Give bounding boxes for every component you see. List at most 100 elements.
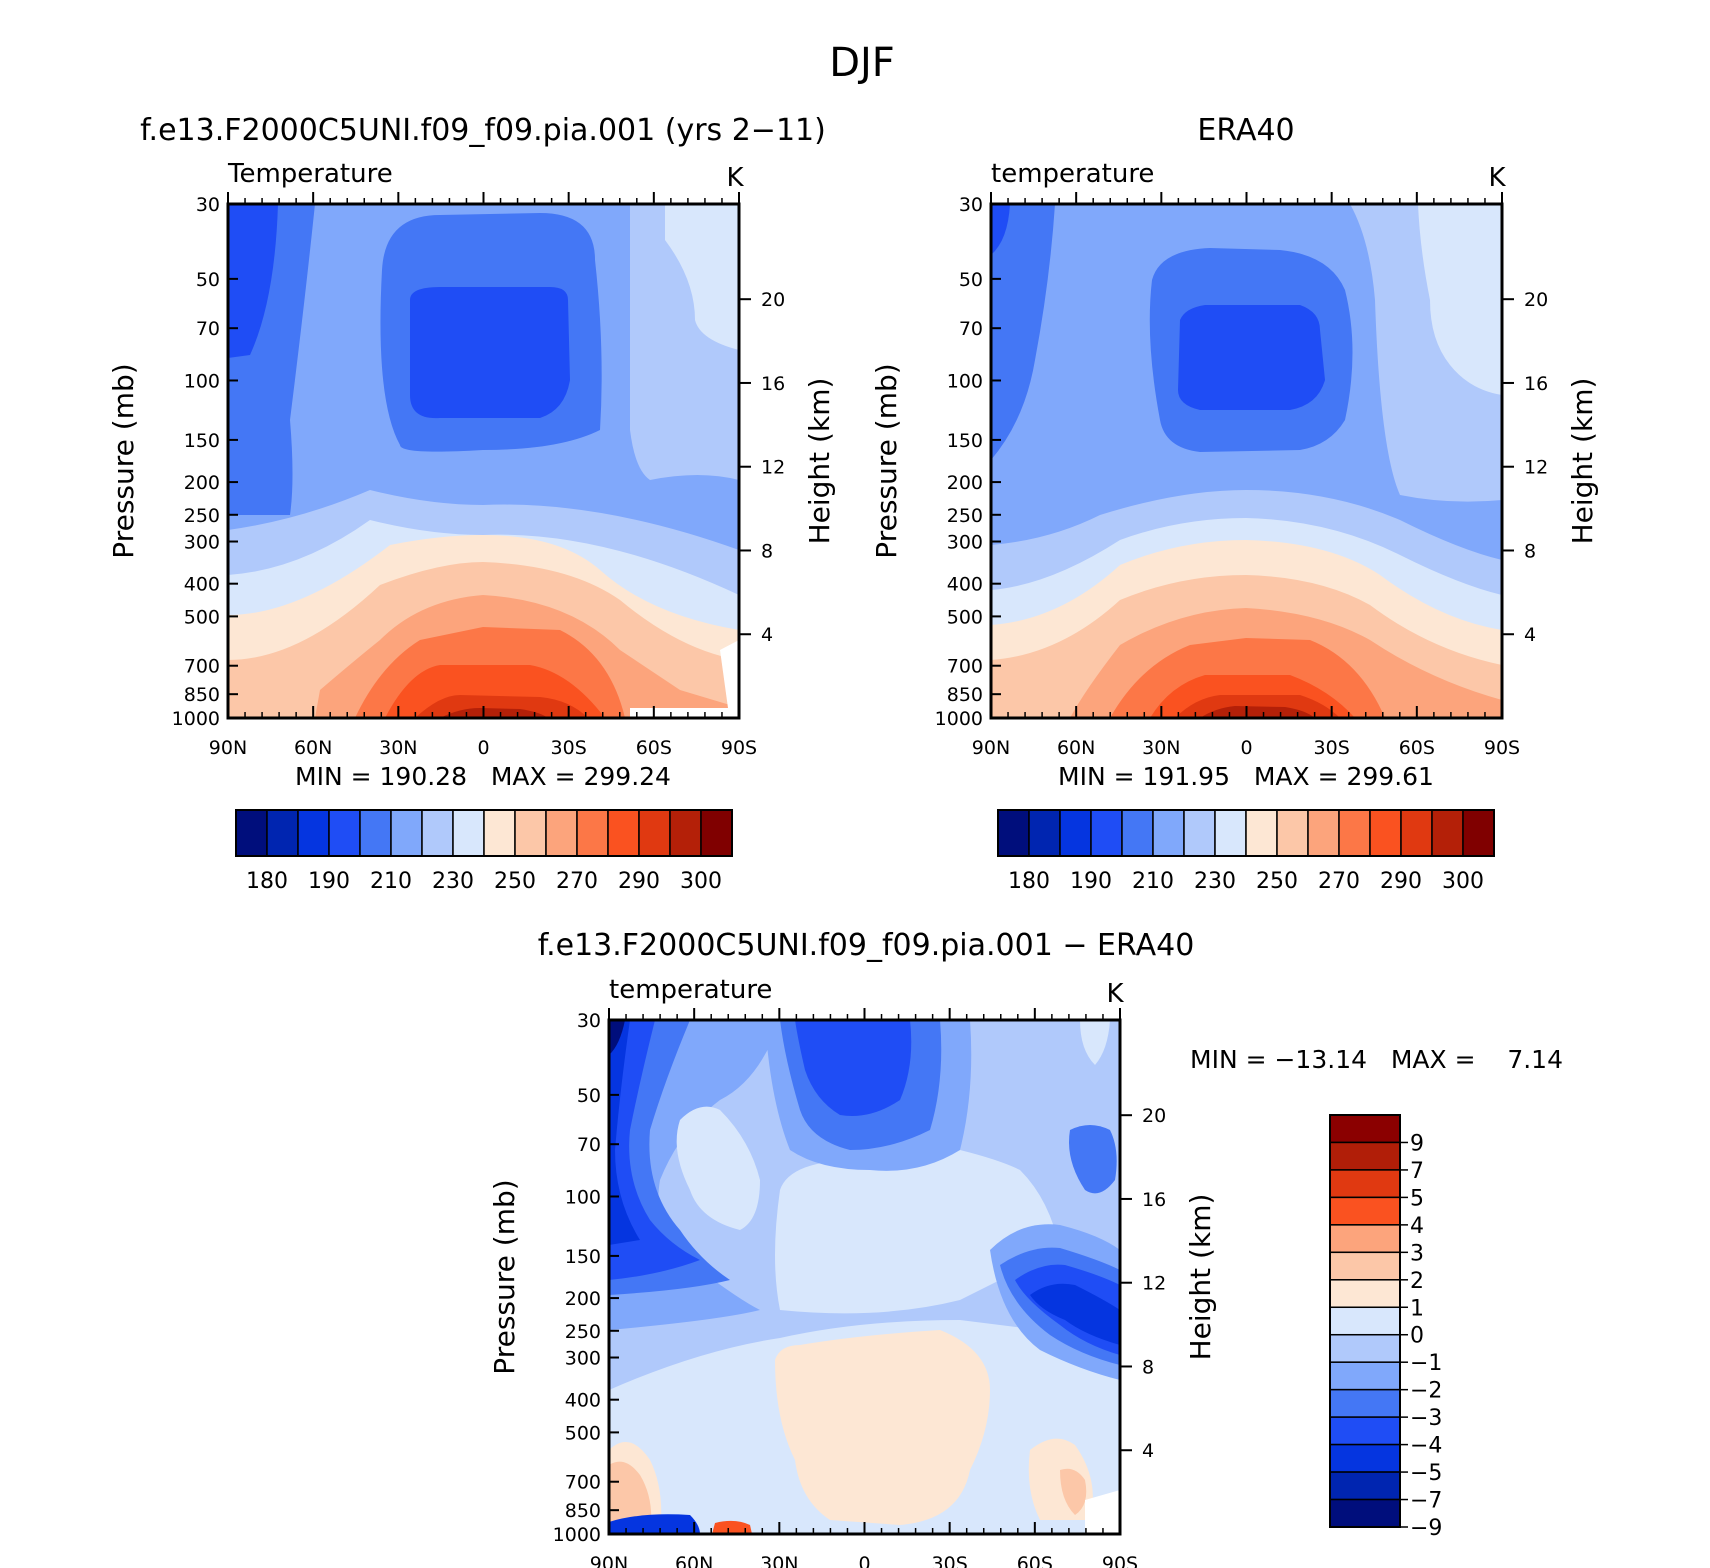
colorbar-swatch (1245, 809, 1278, 857)
y-right-tick-label: 8 (761, 540, 773, 562)
y-tick-label: 150 (184, 430, 220, 452)
y-tick-label: 70 (577, 1134, 601, 1156)
colorbar-swatch (1329, 1169, 1401, 1199)
y-tick-label: 300 (184, 532, 220, 554)
contour-band (1418, 204, 1502, 395)
y-tick-label: 50 (959, 269, 983, 291)
x-tick-label: 30N (1142, 737, 1180, 759)
colorbar-label: 270 (556, 869, 598, 894)
colorbar-swatch (1090, 809, 1123, 857)
colorbar-label: 300 (680, 869, 722, 894)
colorbar-swatch (1329, 1443, 1401, 1473)
y-right-tick-label: 16 (761, 373, 785, 395)
contour-band (1060, 1468, 1087, 1515)
y-axis-label: Pressure (mb) (488, 1179, 521, 1374)
y-tick-label: 30 (196, 194, 220, 216)
panel-title: f.e13.F2000C5UNI.f09_f09.pia.001 (yrs 2−… (140, 113, 826, 148)
y-axis-label-right: Height (km) (1566, 378, 1599, 545)
contour-band (609, 1020, 700, 1280)
y-right-tick-label: 12 (761, 457, 785, 479)
colorbar-label: 190 (308, 869, 350, 894)
colorbar: 180 190 210 230 250 270 290 300 (997, 809, 1495, 894)
x-tick-label: 90N (590, 1553, 628, 1568)
x-tick-label: 60N (675, 1553, 713, 1568)
colorbar-swatch (1276, 809, 1309, 857)
contour-band (1030, 1283, 1120, 1345)
variable-label: temperature (609, 975, 772, 1005)
y-right-tick-label: 12 (1524, 457, 1548, 479)
y-axis-label-right: Height (km) (1184, 1194, 1217, 1361)
y-right-tick-label: 8 (1142, 1356, 1154, 1378)
colorbar-label: 250 (494, 869, 536, 894)
colorbar-label: −3 (1410, 1406, 1442, 1431)
y-right-tick-label: 4 (1524, 624, 1536, 646)
colorbar-label: 5 (1410, 1186, 1424, 1211)
panel-title: f.e13.F2000C5UNI.f09_f09.pia.001 − ERA40 (538, 928, 1195, 963)
colorbar-label: 300 (1442, 869, 1484, 894)
colorbar-label: −2 (1410, 1379, 1442, 1404)
y-tick-label: 150 (565, 1246, 601, 1268)
colorbar-label: 0 (1410, 1324, 1424, 1349)
x-tick-label: 30S (551, 737, 587, 759)
colorbar-swatch (607, 809, 640, 857)
units-label: K (1106, 979, 1124, 1009)
colorbar-swatch (1431, 809, 1464, 857)
colorbar-swatch (638, 809, 671, 857)
colorbar-swatch (235, 809, 268, 857)
contour-band (228, 204, 278, 358)
y-right-tick-label: 4 (1142, 1440, 1154, 1462)
y-axis-label: Pressure (mb) (107, 363, 140, 558)
colorbar-swatch (1307, 809, 1340, 857)
y-right-tick-label: 16 (1142, 1189, 1166, 1211)
colorbar-swatch (1183, 809, 1216, 857)
y-tick-label: 30 (577, 1010, 601, 1032)
panel-title: ERA40 (1197, 113, 1294, 148)
colorbar-swatch (1329, 1251, 1401, 1281)
colorbar-label: −9 (1410, 1516, 1442, 1541)
y-tick-label: 850 (565, 1500, 601, 1522)
y-tick-label: 1000 (172, 708, 220, 730)
stats-label: MIN = 190.28 MAX = 299.24 (295, 762, 671, 791)
colorbar-label: 190 (1070, 869, 1112, 894)
missing-data (720, 640, 739, 708)
colorbar-swatch (1338, 809, 1371, 857)
variable-label: temperature (991, 159, 1154, 189)
y-tick-label: 850 (184, 684, 220, 706)
colorbar-swatch (514, 809, 547, 857)
contour-band (665, 204, 739, 350)
y-tick-label: 300 (565, 1348, 601, 1370)
y-right-tick-label: 20 (1524, 289, 1548, 311)
y-tick-label: 200 (947, 472, 983, 494)
colorbar-frame (1329, 1114, 1401, 1528)
x-tick-label: 30N (760, 1553, 798, 1568)
x-tick-label: 60S (1399, 737, 1435, 759)
colorbar-swatch (1400, 809, 1433, 857)
colorbar-swatch (1329, 1333, 1401, 1363)
y-tick-label: 50 (577, 1085, 601, 1107)
x-tick-label: 60S (636, 737, 672, 759)
y-tick-label: 250 (947, 505, 983, 527)
colorbar-label: 2 (1410, 1269, 1424, 1294)
colorbar-label: 290 (1380, 869, 1422, 894)
contour-band (676, 1106, 760, 1230)
colorbar-swatch (452, 809, 485, 857)
y-tick-label: 300 (947, 532, 983, 554)
x-tick-label: 90N (972, 737, 1010, 759)
contour-band (1069, 1125, 1117, 1194)
contour-band (775, 1150, 1060, 1314)
colorbar-label: −5 (1410, 1461, 1442, 1486)
y-tick-label: 100 (565, 1186, 601, 1208)
colorbar-swatch (997, 809, 1030, 857)
y-tick-label: 250 (565, 1321, 601, 1343)
y-tick-label: 850 (947, 684, 983, 706)
colorbar-label: −1 (1410, 1351, 1442, 1376)
y-tick-label: 500 (565, 1422, 601, 1444)
colorbar-swatch (1329, 1498, 1401, 1528)
y-right-tick-label: 8 (1524, 540, 1536, 562)
variable-label: Temperature (227, 159, 393, 189)
colorbar-label: 180 (1008, 869, 1050, 894)
y-axis-label-right: Height (km) (803, 378, 836, 545)
contour-band (795, 1020, 912, 1116)
missing-data (1085, 1490, 1120, 1534)
x-tick-label: 0 (477, 737, 489, 759)
